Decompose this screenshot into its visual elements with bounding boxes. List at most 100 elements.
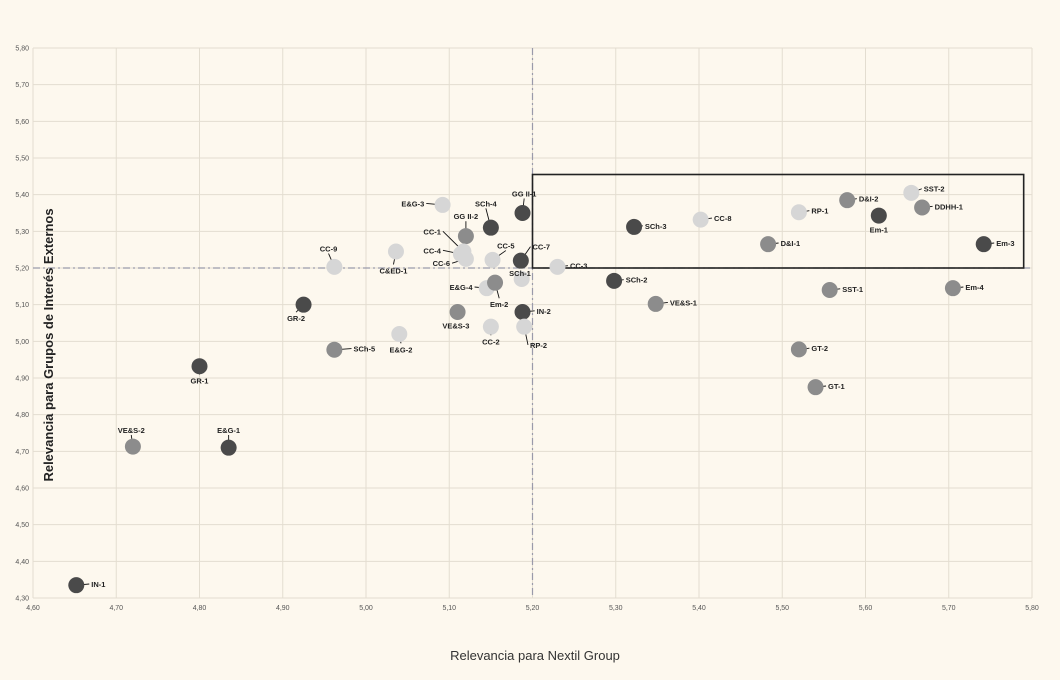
data-point [821, 282, 838, 298]
point-label: IN-2 [537, 307, 551, 316]
data-point [482, 219, 499, 236]
y-tick-label: 4,30 [15, 596, 29, 603]
point-label: GT-1 [828, 382, 845, 391]
data-point [220, 439, 237, 456]
point-label: SCh-4 [475, 199, 497, 208]
y-tick-labels: 4,30 4,40 4,50 4,60 4,70 4,80 4,90 5,00 5,10 5,20… [15, 46, 29, 603]
data-point [839, 192, 856, 209]
point-label: CC-3 [570, 262, 588, 271]
point-label: CC-9 [320, 245, 338, 254]
point-label: SCh-1 [509, 269, 531, 278]
x-tick-label: 5,10 [442, 605, 456, 612]
x-tick-label: 5,60 [859, 605, 873, 612]
point-label: E&G-3 [401, 199, 424, 208]
x-tick-label: 4,70 [109, 605, 123, 612]
data-point [914, 199, 931, 216]
y-tick-label: 5,00 [15, 339, 29, 346]
data-point [387, 243, 404, 260]
data-point [513, 271, 530, 287]
point-label: GR-1 [191, 377, 209, 386]
data-point [457, 250, 474, 267]
point-label: Em-3 [996, 239, 1014, 248]
data-point [326, 341, 343, 358]
data-point [124, 438, 141, 455]
y-tick-label: 4,80 [15, 412, 29, 419]
data-point [391, 326, 408, 342]
x-axis-title: Relevancia para Nextil Group [450, 648, 620, 663]
point-label: CC-8 [714, 214, 732, 223]
point-label: RP-1 [811, 207, 828, 216]
x-tick-label: 4,90 [276, 605, 290, 612]
point-label: CC-1 [423, 227, 441, 236]
data-point [626, 218, 643, 235]
point-label: Em-1 [870, 225, 888, 234]
point-label: GR-2 [287, 314, 305, 323]
point-label: VE&S-2 [118, 426, 145, 435]
x-tick-label: 5,50 [775, 605, 789, 612]
point-label: E&G-4 [450, 283, 474, 292]
point-label: SCh-3 [645, 222, 667, 231]
point-label: CC-2 [482, 337, 500, 346]
point-label: E&G-1 [217, 426, 240, 435]
data-point [807, 379, 824, 396]
x-tick-label: 5,80 [1025, 605, 1039, 612]
point-label: CC-5 [497, 242, 515, 251]
x-tick-label: 5,40 [692, 605, 706, 612]
data-point [326, 258, 343, 275]
data-point [975, 236, 992, 253]
y-tick-label: 4,60 [15, 486, 29, 493]
data-point [512, 252, 529, 269]
data-point [482, 318, 499, 335]
x-tick-label: 4,60 [26, 605, 40, 612]
point-label: RP-2 [530, 341, 547, 350]
point-label: DDHH-1 [935, 202, 963, 211]
data-point [449, 304, 466, 320]
point-label: D&I-1 [781, 239, 801, 248]
data-point [457, 228, 474, 245]
data-point [760, 236, 777, 253]
y-tick-label: 5,10 [15, 302, 29, 309]
y-tick-label: 4,70 [15, 449, 29, 456]
x-tick-label: 5,00 [359, 605, 373, 612]
data-point [692, 211, 709, 228]
y-tick-label: 5,60 [15, 119, 29, 126]
point-label: VE&S-1 [670, 298, 697, 307]
point-label: Em-4 [965, 283, 984, 292]
data-point [295, 296, 312, 313]
data-point [790, 341, 807, 358]
data-point [606, 272, 623, 289]
data-point [549, 258, 566, 275]
point-label: IN-1 [91, 580, 105, 589]
x-tick-label: 5,20 [526, 605, 540, 612]
y-tick-label: 5,20 [15, 266, 29, 273]
data-point [870, 207, 887, 224]
point-label: GT-2 [811, 344, 828, 353]
point-label: SCh-2 [626, 276, 648, 285]
point-label: CC-7 [533, 243, 551, 252]
data-point [903, 184, 920, 201]
highlight-box [531, 173, 1025, 269]
highlight-box-layer [531, 173, 1025, 269]
point-label: GG II-2 [454, 212, 479, 221]
data-point [191, 358, 208, 375]
y-tick-label: 4,90 [15, 376, 29, 383]
y-tick-label: 5,40 [15, 192, 29, 199]
data-point [516, 318, 533, 335]
data-point [484, 251, 501, 268]
y-axis-title: Relevancia para Grupos de Interés Extern… [41, 208, 56, 481]
data-point [487, 274, 504, 291]
data-point [944, 280, 961, 297]
point-label: C&ED-1 [380, 267, 408, 276]
y-tick-label: 4,50 [15, 522, 29, 529]
point-label: Em-2 [490, 300, 508, 309]
point-label: SST-1 [842, 285, 863, 294]
point-labels: IN-1 VE&S-2 E&G-1 GR-1 GR-2 SCh-5 CC-9 E&G-2 C&E… [91, 185, 1014, 589]
x-tick-label: 4,80 [193, 605, 207, 612]
y-tick-label: 5,50 [15, 156, 29, 163]
data-point [514, 205, 531, 221]
point-label: GG II-1 [512, 190, 537, 199]
data-point [68, 577, 85, 594]
x-tick-label: 5,30 [609, 605, 623, 612]
